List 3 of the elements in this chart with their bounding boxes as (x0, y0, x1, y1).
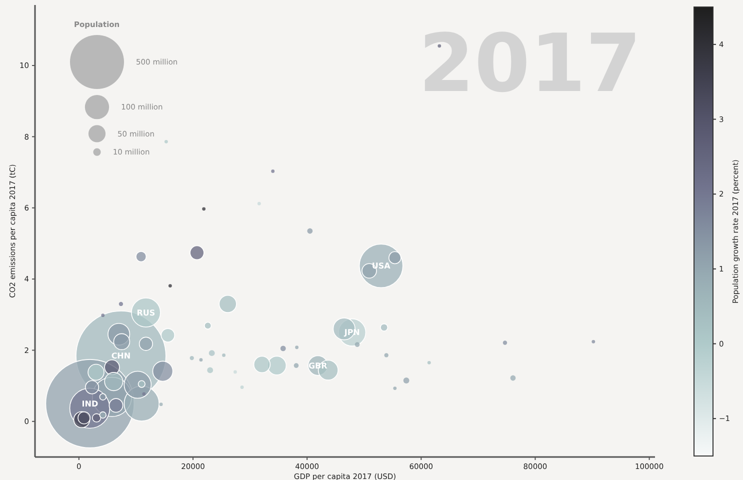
annotation: CHN (111, 352, 131, 361)
annotation: RUS (136, 308, 156, 318)
annotation: IND (82, 399, 98, 408)
